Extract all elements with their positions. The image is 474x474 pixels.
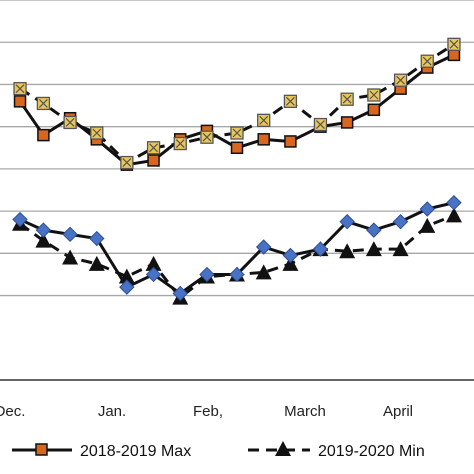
series-3-point-cross xyxy=(38,99,48,108)
x-tick-label-dec: Dec. xyxy=(0,403,25,420)
series-3-point xyxy=(420,54,434,68)
series-3-point-cross xyxy=(15,84,25,94)
series-3-point-cross xyxy=(449,39,459,49)
legend-label-max: 2018-2019 Max xyxy=(80,443,191,460)
series-3-point-cross xyxy=(65,118,75,127)
series-2-point xyxy=(172,285,188,302)
legend-marker-max xyxy=(35,443,48,456)
series-3-point xyxy=(283,94,298,108)
series-2-point xyxy=(229,266,245,283)
series-2-point xyxy=(119,279,135,295)
series-3-point xyxy=(447,37,461,51)
legend-marker-min xyxy=(275,441,291,456)
series-1-point xyxy=(35,232,52,248)
series-2-point xyxy=(419,201,435,217)
series-1-point xyxy=(392,241,409,257)
series-2-point xyxy=(392,213,409,230)
plot-lines xyxy=(18,43,455,300)
series-3-point xyxy=(120,155,134,170)
series-0-point xyxy=(284,135,297,148)
legend-label-min: 2019-2020 Min xyxy=(318,443,425,460)
series-0-point xyxy=(13,95,27,108)
series-2-point xyxy=(145,266,162,283)
series-3-point-cross xyxy=(202,132,212,142)
series-2-point xyxy=(62,226,78,243)
series-3-point xyxy=(90,126,104,140)
legend: 2018-2019 Max 2019-2020 Min xyxy=(12,441,425,460)
plot-markers xyxy=(12,37,462,305)
x-tick-label-jan: Jan. xyxy=(98,403,126,420)
series-2-point xyxy=(89,230,105,247)
series-3-point-cross xyxy=(342,94,352,104)
series-3-point-cross xyxy=(149,143,158,153)
series-1-point xyxy=(118,268,135,284)
series-1-point xyxy=(62,249,79,265)
series-0-point xyxy=(37,128,50,142)
series-3-point xyxy=(173,136,187,151)
series-3-point xyxy=(63,115,77,130)
series-1-point xyxy=(88,255,105,271)
series-3-point xyxy=(200,130,214,144)
series-1-point xyxy=(445,207,462,223)
series-2-point xyxy=(35,222,52,238)
series-3-point-cross xyxy=(422,56,432,66)
series-3-point-cross xyxy=(259,115,269,125)
series-0-point xyxy=(367,103,381,117)
series-2-point xyxy=(366,222,382,238)
series-3-point xyxy=(340,92,354,106)
series-1-point xyxy=(339,243,356,259)
series-3-point-cross xyxy=(316,120,325,129)
x-tick-label-march: March xyxy=(284,403,326,420)
series-3-point-cross xyxy=(285,96,295,106)
series-3-point-cross xyxy=(369,90,379,100)
series-1-point xyxy=(145,255,162,271)
series-2-point xyxy=(339,213,355,230)
series-3-point xyxy=(393,73,408,87)
series-3-point xyxy=(146,141,161,155)
x-tick-label-april: April xyxy=(383,403,413,420)
series-2-point xyxy=(199,266,215,283)
x-tick-label-feb: Feb, xyxy=(193,403,223,420)
series-1-line xyxy=(19,213,455,300)
series-2-point xyxy=(255,239,272,255)
series-3-line xyxy=(19,43,455,165)
series-0-point xyxy=(230,141,244,155)
series-2-point xyxy=(12,211,28,228)
series-1-point xyxy=(365,241,382,257)
series-2-point xyxy=(282,247,299,264)
series-3-point xyxy=(313,117,328,132)
series-0-point xyxy=(257,133,270,146)
series-3-point xyxy=(13,82,27,96)
series-2-point xyxy=(312,241,329,257)
series-3-point-cross xyxy=(175,139,185,148)
series-3-point-cross xyxy=(92,128,102,138)
series-3-point-cross xyxy=(232,128,242,138)
series-1-point xyxy=(255,264,272,280)
series-0-point xyxy=(447,48,461,62)
gridlines xyxy=(0,0,474,381)
series-0-point xyxy=(147,154,160,167)
series-3-point xyxy=(367,88,381,102)
series-3-point-cross xyxy=(122,158,132,167)
series-1-point xyxy=(282,255,299,271)
series-0-point xyxy=(340,116,354,129)
series-3-point xyxy=(36,96,51,111)
series-1-point xyxy=(419,217,436,233)
series-3-point-cross xyxy=(396,75,405,85)
series-3-point xyxy=(257,113,271,127)
series-2-point xyxy=(446,194,462,211)
series-3-point xyxy=(230,126,244,140)
